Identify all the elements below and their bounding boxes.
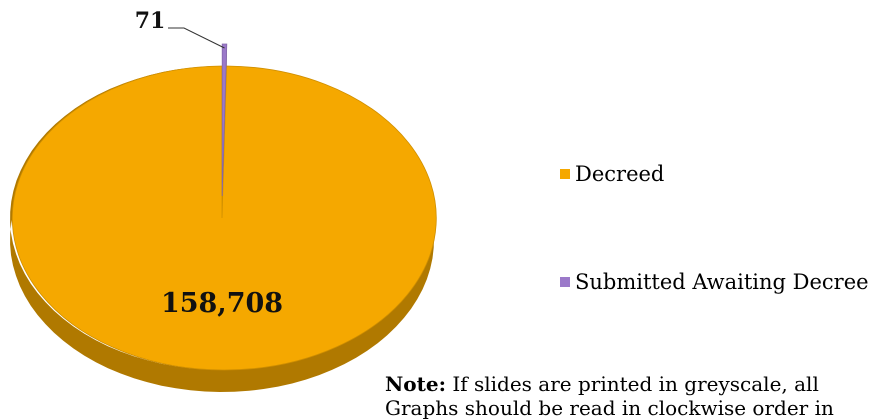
pie-chart: 158,708 71	[10, 8, 437, 392]
pie-data-labels: 158,708 71	[135, 8, 283, 319]
pie-slice-1	[221, 43, 228, 196]
leader-line-submitted	[168, 27, 225, 49]
greyscale-note: Note: If slides are printed in greyscale…	[385, 372, 865, 420]
legend-label-decreed: Decreed	[575, 162, 665, 186]
legend-label-submitted: Submitted Awaiting Decree	[575, 270, 869, 294]
legend-item-decreed: Decreed	[560, 162, 664, 186]
pie-slice-0	[11, 65, 437, 371]
pie-slices	[11, 43, 437, 371]
legend-swatch-decreed	[560, 169, 570, 179]
note-text: If slides are printed in greyscale, all …	[385, 372, 834, 420]
data-label-decreed: 158,708	[161, 288, 283, 319]
legend-swatch-submitted	[560, 277, 570, 287]
chart-legend: Decreed Submitted Awaiting Decree	[560, 160, 880, 300]
note-label: Note:	[385, 372, 446, 396]
legend-item-submitted: Submitted Awaiting Decree	[560, 270, 869, 294]
data-label-submitted: 71	[135, 8, 166, 34]
